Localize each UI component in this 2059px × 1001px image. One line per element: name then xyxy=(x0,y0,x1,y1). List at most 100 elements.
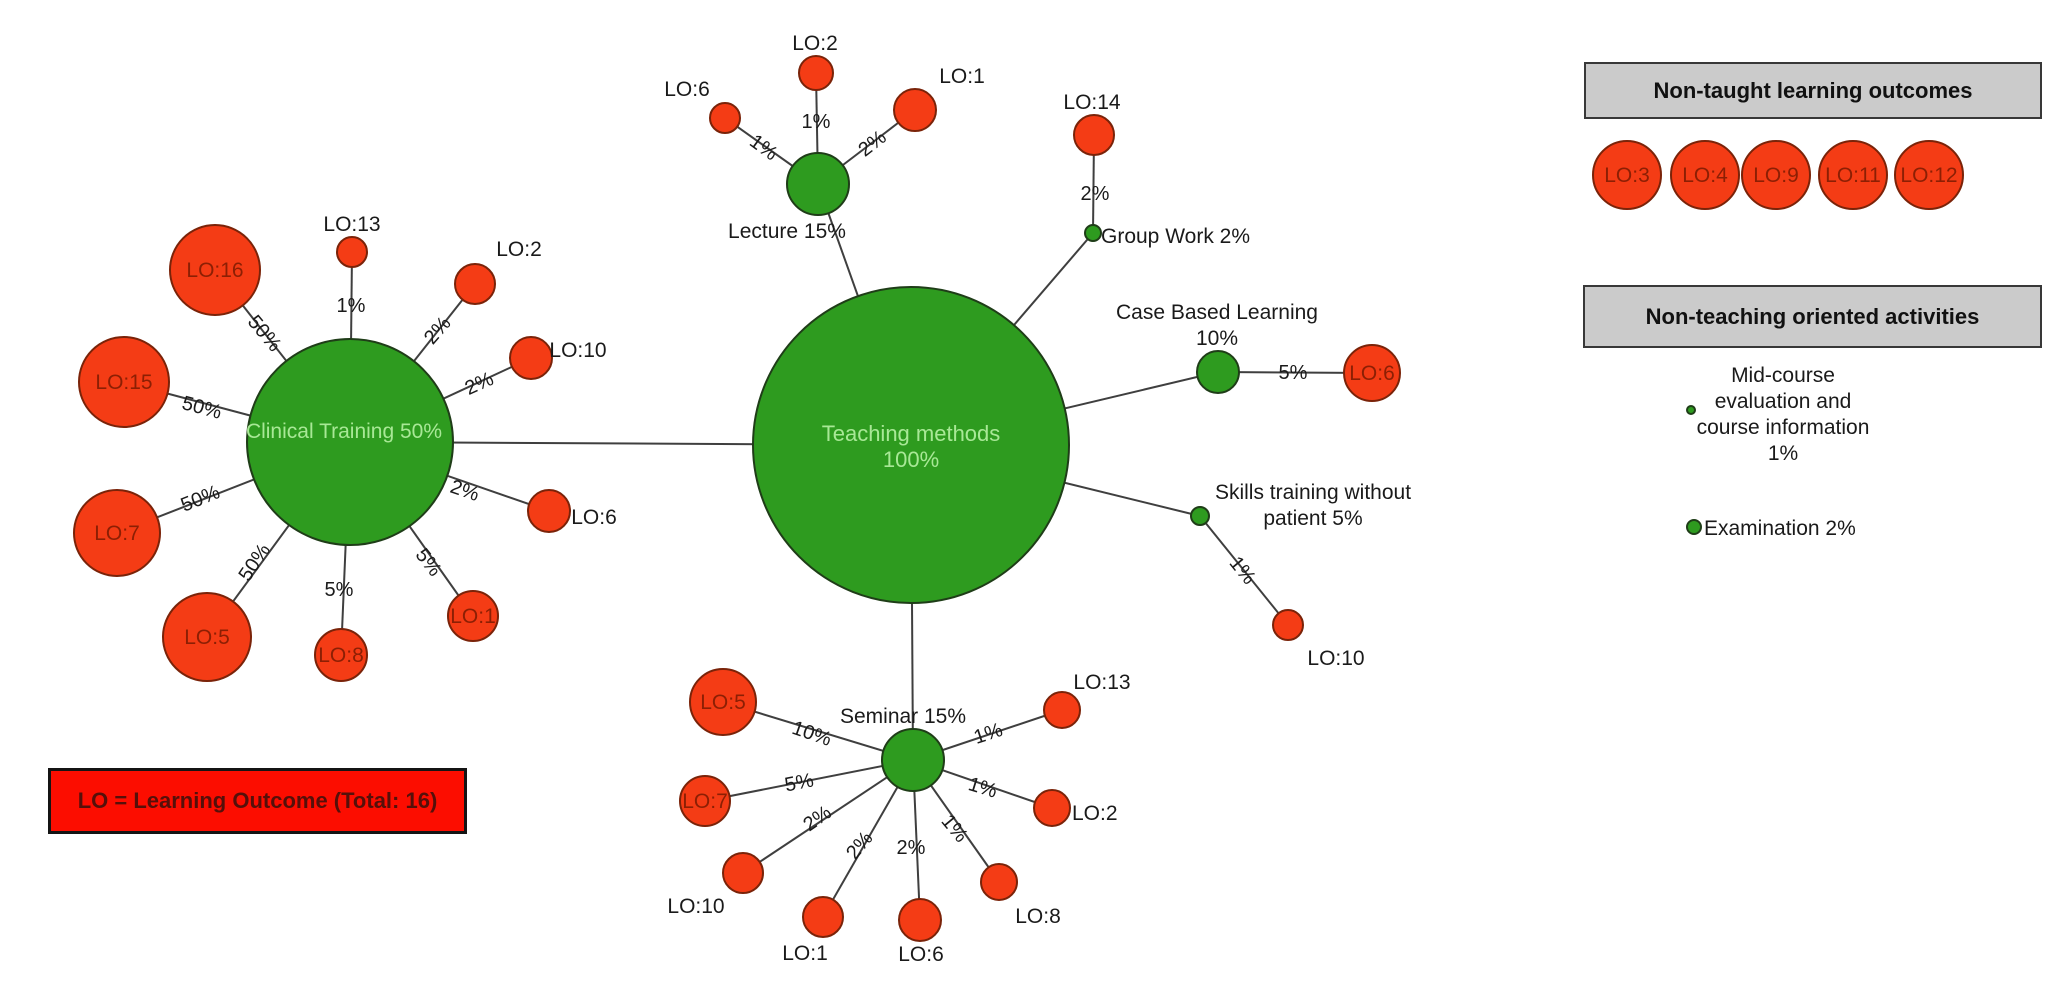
edge-label-clinical-training-lo7-clinical: 50% xyxy=(178,481,224,516)
node-label-lo6-clinical: LO:6 xyxy=(571,506,617,529)
node-circle-lo1-seminar xyxy=(802,896,844,938)
edge-label-clinical-training-lo10-clinical: 2% xyxy=(462,368,498,400)
node-circle-mid-course-evaluation xyxy=(1686,405,1696,415)
edge-label-seminar-lo13-seminar: 1% xyxy=(971,719,1005,749)
edge-label-clinical-training-lo8-clinical: 5% xyxy=(325,579,354,601)
node-label-lo7-seminar: LO:7 xyxy=(682,790,728,813)
node-label-lo1-seminar: LO:1 xyxy=(782,942,828,965)
node-label-lo13-clinical: LO:13 xyxy=(323,213,380,236)
node-label-lo10-clinical: LO:10 xyxy=(549,339,606,362)
node-label-mid-course-evaluation: Mid-course xyxy=(1731,364,1835,387)
node-label-case-based-learning: Case Based Learning xyxy=(1116,301,1318,324)
edge-label-clinical-training-lo5-clinical: 50% xyxy=(235,540,276,586)
node-label-seminar: Seminar 15% xyxy=(840,705,966,728)
node-label-lo2-clinical: LO:2 xyxy=(496,238,542,261)
edge-label-seminar-lo8-seminar: 1% xyxy=(937,811,973,847)
node-label-lo11-non-taught: LO:11 xyxy=(1825,164,1881,187)
node-circle-lo6-clinical xyxy=(527,489,571,533)
node-circle-lo5-clinical xyxy=(162,592,252,682)
node-circle-lo8-clinical xyxy=(314,628,368,682)
node-label-lo8-seminar: LO:8 xyxy=(1015,905,1061,928)
node-circle-skills-training xyxy=(1190,506,1210,526)
node-label-lecture: Lecture 15% xyxy=(728,220,846,243)
edge-label-clinical-training-lo2-clinical: 2% xyxy=(420,312,456,348)
node-circle-lo7-clinical xyxy=(73,489,161,577)
node-circle-lo1-lecture xyxy=(893,88,937,132)
node-label-lo9-non-taught: LO:9 xyxy=(1753,164,1799,187)
non-teaching-activities-header: Non-teaching oriented activities xyxy=(1583,285,2042,348)
node-circle-lo4-non-taught xyxy=(1670,140,1740,210)
node-circle-teaching xyxy=(752,286,1070,604)
node-label-skills-training: patient 5% xyxy=(1263,507,1362,530)
node-circle-lo3-non-taught xyxy=(1592,140,1662,210)
node-label-lo7-clinical: LO:7 xyxy=(94,522,140,545)
node-label-clinical-training: Clinical Training 50% xyxy=(246,420,442,443)
edge-label-clinical-training-lo1-clinical: 5% xyxy=(411,544,446,580)
node-label-lo1-clinical: LO:1 xyxy=(450,605,496,628)
node-label-lo2-lecture: LO:2 xyxy=(792,32,838,55)
node-circle-lo6-case-based xyxy=(1343,344,1401,402)
legend-box: LO = Learning Outcome (Total: 16) xyxy=(48,768,467,834)
edge-seminar-lo10-seminar xyxy=(742,759,914,874)
node-label-lo10-skills: LO:10 xyxy=(1307,647,1364,670)
node-circle-lo7-seminar xyxy=(679,775,731,827)
node-label-lo15-clinical: LO:15 xyxy=(95,371,152,394)
edge-label-case-based-learning-lo6-case-based: 5% xyxy=(1279,362,1308,384)
node-circle-lo13-clinical xyxy=(336,236,368,268)
node-circle-lo2-seminar xyxy=(1033,789,1071,827)
node-circle-lo1-clinical xyxy=(447,590,499,642)
node-circle-lecture xyxy=(786,152,850,216)
node-label-lo6-seminar: LO:6 xyxy=(898,943,944,966)
non-taught-outcomes-header: Non-taught learning outcomes xyxy=(1584,62,2042,119)
node-circle-lo6-lecture xyxy=(709,102,741,134)
edge-label-group-work-lo14-group-work: 2% xyxy=(1081,183,1110,205)
node-label-skills-training: Skills training without xyxy=(1215,481,1411,504)
node-label-lo6-lecture: LO:6 xyxy=(664,78,710,101)
node-label-lo10-seminar: LO:10 xyxy=(667,895,724,918)
node-label-lo1-lecture: LO:1 xyxy=(939,65,985,88)
node-label-mid-course-evaluation: 1% xyxy=(1768,442,1798,465)
edge-label-clinical-training-lo6-clinical: 2% xyxy=(447,476,482,506)
node-label-lo4-non-taught: LO:4 xyxy=(1682,164,1728,187)
node-circle-lo16-clinical xyxy=(169,224,261,316)
edge-label-clinical-training-lo15-clinical: 50% xyxy=(180,392,225,424)
node-label-teaching: Teaching methods xyxy=(822,421,1001,446)
edge-label-seminar-lo6-seminar: 2% xyxy=(897,837,926,859)
edge-seminar-lo7-seminar xyxy=(704,759,914,802)
node-circle-lo9-non-taught xyxy=(1741,140,1811,210)
node-label-examination: Examination 2% xyxy=(1704,517,1856,540)
node-label-lo5-clinical: LO:5 xyxy=(184,626,230,649)
node-circle-lo6-seminar xyxy=(898,898,942,942)
node-circle-lo10-clinical xyxy=(509,336,553,380)
node-circle-lo10-seminar xyxy=(722,852,764,894)
node-circle-group-work xyxy=(1084,224,1102,242)
edge-label-lecture-lo2-lecture: 1% xyxy=(802,111,831,133)
edge-label-clinical-training-lo13-clinical: 1% xyxy=(337,295,366,317)
node-circle-lo13-seminar xyxy=(1043,691,1081,729)
node-label-lo14-group-work: LO:14 xyxy=(1063,91,1121,114)
node-label-mid-course-evaluation: evaluation and xyxy=(1715,390,1852,413)
node-circle-seminar xyxy=(881,728,945,792)
edge-label-seminar-lo7-seminar: 5% xyxy=(783,769,816,796)
edge-skills-training-lo10-skills xyxy=(1199,515,1289,626)
node-circle-lo10-skills xyxy=(1272,609,1304,641)
node-label-lo2-seminar: LO:2 xyxy=(1072,802,1118,825)
node-circle-lo14-group-work xyxy=(1073,114,1115,156)
node-label-lo3-non-taught: LO:3 xyxy=(1604,164,1650,187)
node-circle-lo8-seminar xyxy=(980,863,1018,901)
edge-label-clinical-training-lo16-clinical: 50% xyxy=(243,311,286,356)
node-label-lo16-clinical: LO:16 xyxy=(186,259,243,282)
node-circle-clinical-training xyxy=(246,338,454,546)
node-label-teaching: 100% xyxy=(883,447,939,472)
node-circle-lo15-clinical xyxy=(78,336,170,428)
node-circle-examination xyxy=(1686,519,1702,535)
node-label-case-based-learning: 10% xyxy=(1196,327,1238,350)
node-circle-lo11-non-taught xyxy=(1818,140,1888,210)
node-label-lo8-clinical: LO:8 xyxy=(318,644,364,667)
edge-label-seminar-lo2-seminar: 1% xyxy=(966,773,1000,803)
node-circle-lo2-clinical xyxy=(454,263,496,305)
node-circle-lo5-seminar xyxy=(689,668,757,736)
node-label-lo5-seminar: LO:5 xyxy=(700,691,746,714)
